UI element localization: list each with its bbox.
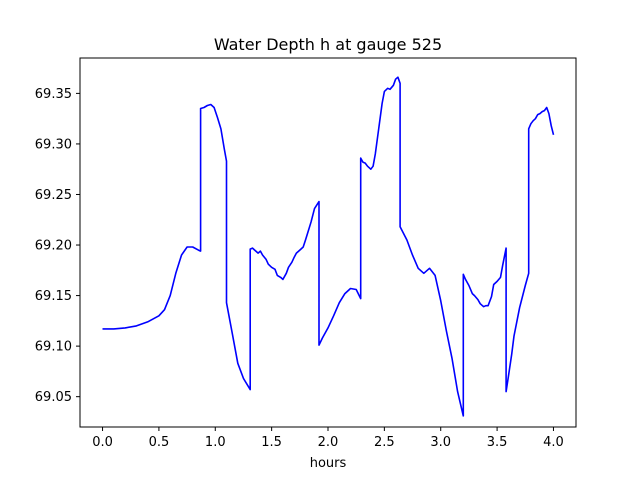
x-axis-label: hours: [310, 456, 347, 471]
x-tick-label: 2.0: [318, 435, 339, 450]
series-line: [102, 76, 555, 417]
y-tick-label: 69.10: [35, 340, 72, 355]
plot-area: [102, 76, 555, 417]
x-tick-label: 1.5: [261, 435, 282, 450]
plot-frame: [79, 57, 577, 428]
y-tick-label: 69.15: [35, 289, 72, 304]
y-axis: 69.05 69.10 69.15 69.20 69.25 69.30 69.35: [35, 87, 80, 405]
x-tick-label: 1.0: [205, 435, 226, 450]
x-tick-label: 4.0: [543, 435, 564, 450]
x-tick-label: 3.5: [487, 435, 508, 450]
y-tick-label: 69.30: [35, 137, 72, 152]
x-tick-label: 0.0: [92, 435, 113, 450]
x-tick-label: 2.5: [374, 435, 395, 450]
y-tick-label: 69.20: [35, 239, 72, 254]
y-tick-label: 69.05: [35, 390, 72, 405]
x-tick-label: 3.0: [430, 435, 451, 450]
y-tick-label: 69.35: [35, 87, 72, 102]
y-tick-label: 69.25: [35, 188, 72, 203]
x-axis: 0.0 0.5 1.0 1.5 2.0 2.5 3.0 3.5 4.0: [92, 427, 564, 450]
chart-title: Water Depth h at gauge 525: [214, 35, 442, 54]
x-tick-label: 0.5: [149, 435, 170, 450]
